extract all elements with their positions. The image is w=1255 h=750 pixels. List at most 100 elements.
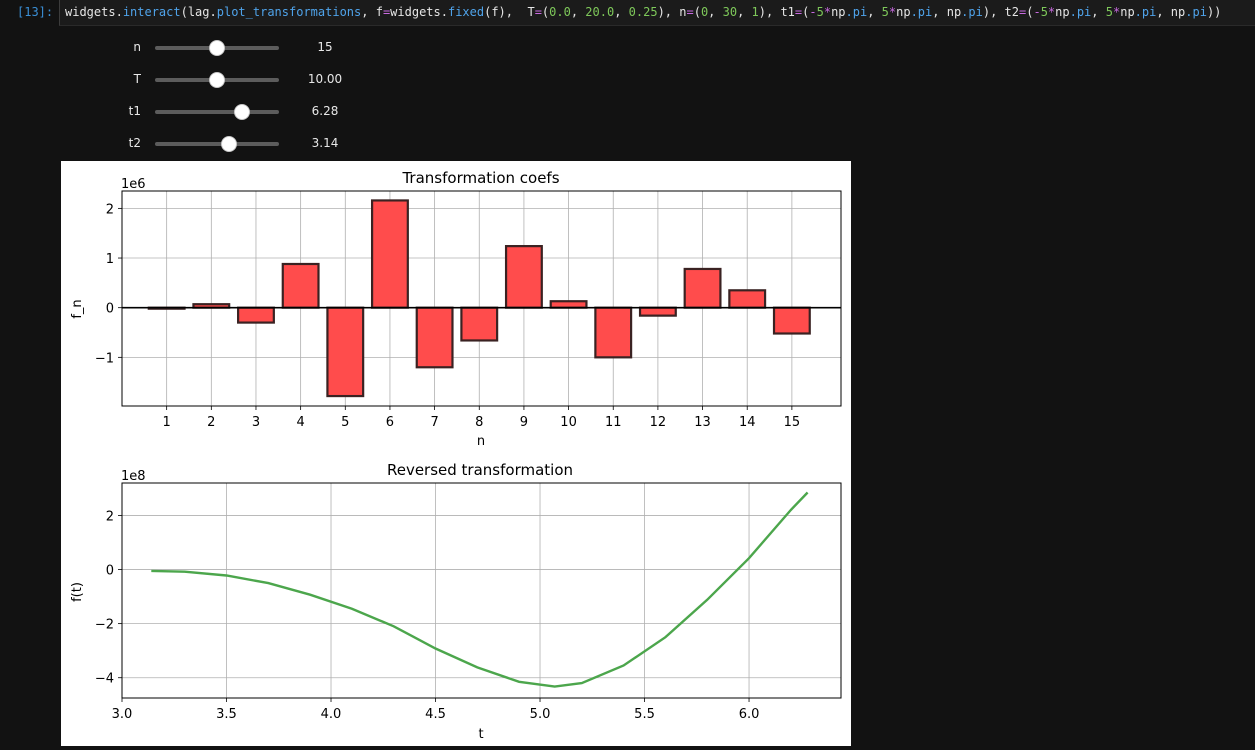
slider-t1[interactable]: t1 6.28: [0, 101, 400, 121]
slider-track[interactable]: [155, 110, 279, 114]
code-token: (: [802, 5, 810, 19]
code-token: (: [693, 5, 701, 19]
code-token: .pi: [1185, 5, 1207, 19]
slider-t2[interactable]: t2 3.14: [0, 133, 400, 153]
slider-track[interactable]: [155, 142, 279, 146]
x-tick-label: 12: [650, 415, 667, 430]
code-token: 30: [722, 5, 738, 19]
code-token: widgets: [390, 5, 441, 19]
series-line: [151, 491, 809, 688]
code-token: 5: [816, 5, 824, 19]
slider-label: n: [133, 40, 141, 54]
x-tick-label: 15: [784, 415, 801, 430]
x-axis-label: n: [477, 434, 485, 449]
code-token: ,: [737, 5, 752, 19]
y-axis-label: f_n: [70, 299, 85, 318]
x-tick-label: 6: [386, 415, 394, 430]
code-token: .: [209, 5, 217, 19]
code-token: *: [1047, 5, 1056, 19]
code-token: , f: [361, 5, 383, 19]
slider-handle[interactable]: [221, 136, 238, 152]
y-axis-label: f(t): [70, 582, 85, 602]
code-token: ), t2: [982, 5, 1019, 19]
code-token: 20.0: [585, 5, 615, 19]
bar: [415, 306, 454, 369]
offset-text: 1e6: [121, 177, 146, 192]
code-token: np: [831, 5, 846, 19]
x-tick-label: 4: [296, 415, 304, 430]
code-token: =: [1018, 5, 1027, 19]
x-tick-label: 3.5: [216, 707, 237, 722]
code-token: widgets: [65, 5, 116, 19]
code-token: ,: [614, 5, 629, 19]
slider-label: t2: [128, 136, 141, 150]
code-cell[interactable]: widgets.interact(lag.plot_transformation…: [59, 0, 1255, 26]
code-token: -: [1033, 5, 1041, 19]
slider-handle[interactable]: [233, 104, 250, 120]
bar: [594, 306, 633, 359]
slider-T[interactable]: T 10.00: [0, 69, 400, 89]
x-tick-label: 7: [430, 415, 438, 430]
slider-handle[interactable]: [209, 40, 225, 56]
x-tick-label: 11: [605, 415, 622, 430]
plot-frame: [121, 190, 842, 407]
bar: [370, 199, 409, 309]
bar: [326, 306, 365, 398]
code-token: .pi: [1069, 5, 1092, 19]
slider-n[interactable]: n 15: [0, 37, 400, 57]
slider-label: t1: [128, 104, 141, 118]
code-token: ), t1: [758, 5, 795, 19]
slider-handle[interactable]: [209, 72, 225, 88]
code-token: 1: [751, 5, 759, 19]
code-token: np: [1120, 5, 1135, 19]
plot-frame: [121, 482, 842, 699]
code-token: , np: [1156, 5, 1186, 19]
code-token: .pi: [910, 5, 933, 19]
code-token: np: [896, 5, 911, 19]
x-tick-label: 2: [207, 415, 215, 430]
bar: [638, 306, 677, 317]
y-tick-label: 0: [106, 302, 114, 317]
code-token: *: [1112, 5, 1121, 19]
x-tick-label: 5: [341, 415, 349, 430]
code-token: ,: [708, 5, 723, 19]
code-token: interact: [122, 5, 181, 19]
slider-value: 3.14: [311, 136, 339, 150]
code-token: 0.0: [549, 5, 571, 19]
x-tick-label: 4.5: [425, 707, 446, 722]
code-token: (: [1026, 5, 1034, 19]
code-token: fixed: [447, 5, 485, 19]
code-token: -: [809, 5, 817, 19]
code-token: np: [1055, 5, 1070, 19]
slider-value: 6.28: [311, 104, 339, 118]
x-tick-label: 13: [694, 415, 711, 430]
code-token: .: [440, 5, 448, 19]
code-token: (: [541, 5, 550, 19]
code-token: 5: [1105, 5, 1113, 19]
bar: [549, 300, 588, 309]
code-token: .pi: [845, 5, 868, 19]
x-tick-label: 5.0: [530, 707, 551, 722]
y-tick-label: 1: [106, 252, 114, 267]
code-line[interactable]: widgets.interact(lag.plot_transformation…: [65, 5, 1221, 19]
code-token: .pi: [961, 5, 983, 19]
y-tick-label: 0: [106, 564, 114, 579]
code-token: *: [888, 5, 897, 19]
x-tick-label: 10: [560, 415, 577, 430]
bar: [281, 262, 320, 309]
x-tick-label: 9: [520, 415, 528, 430]
code-token: ,: [1091, 5, 1106, 19]
bar: [728, 289, 767, 309]
x-tick-label: 14: [739, 415, 756, 430]
code-token: =: [686, 5, 694, 19]
bar: [460, 306, 499, 342]
x-tick-label: 8: [475, 415, 483, 430]
code-token: =: [794, 5, 803, 19]
code-token: =: [382, 5, 391, 19]
slider-label: T: [133, 72, 141, 86]
x-axis-label: t: [478, 727, 483, 742]
code-token: (f), T: [484, 5, 535, 19]
chart-title: Transformation coefs: [401, 169, 559, 187]
